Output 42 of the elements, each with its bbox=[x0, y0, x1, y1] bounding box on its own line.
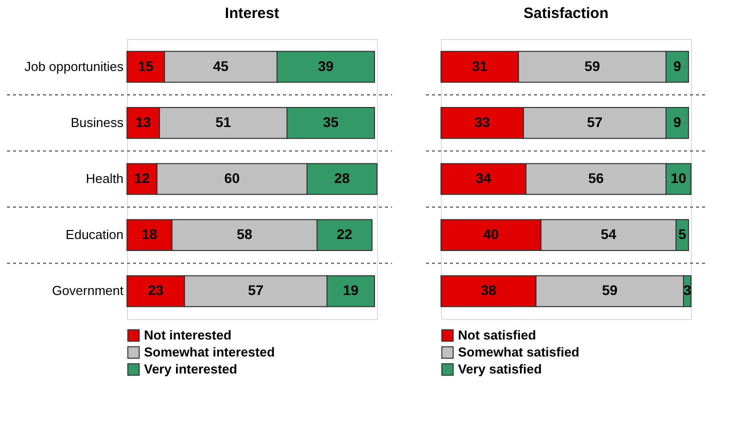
data-label: 28 bbox=[334, 170, 350, 186]
data-label: 5 bbox=[678, 226, 686, 242]
y-tick-label: Government bbox=[52, 283, 124, 298]
data-label: 18 bbox=[142, 226, 158, 242]
data-label: 34 bbox=[476, 170, 492, 186]
data-label: 9 bbox=[673, 58, 682, 74]
legend-label: Somewhat interested bbox=[144, 344, 275, 360]
data-label: 31 bbox=[472, 58, 488, 74]
data-label: 57 bbox=[586, 114, 603, 130]
data-label: 19 bbox=[342, 282, 359, 298]
legend-label: Not satisfied bbox=[458, 328, 536, 342]
y-tick-label: Health bbox=[86, 171, 124, 186]
legend-label: Very interested bbox=[144, 362, 238, 376]
data-label: 10 bbox=[670, 170, 686, 186]
data-label: 33 bbox=[474, 114, 490, 130]
data-label: 22 bbox=[336, 226, 352, 242]
legend-label: Somewhat satisfied bbox=[458, 344, 580, 360]
y-tick-label: Education bbox=[66, 227, 124, 242]
chart-title: Interest bbox=[224, 5, 280, 22]
data-label: 15 bbox=[138, 58, 154, 74]
data-label: 59 bbox=[602, 282, 618, 298]
data-label: 59 bbox=[584, 58, 600, 74]
data-label: 56 bbox=[588, 170, 604, 186]
data-label: 60 bbox=[224, 170, 240, 186]
data-label: 58 bbox=[236, 226, 252, 242]
data-label: 40 bbox=[483, 226, 499, 242]
data-label: 57 bbox=[248, 282, 264, 298]
data-label: 9 bbox=[673, 114, 682, 130]
data-label: 12 bbox=[134, 170, 150, 186]
data-label: 35 bbox=[322, 114, 339, 130]
data-label: 45 bbox=[212, 58, 229, 74]
data-label: 39 bbox=[318, 58, 334, 74]
data-label: 23 bbox=[148, 282, 164, 298]
legend-label: Not interested bbox=[144, 328, 232, 342]
y-tick-label: Job opportunities bbox=[24, 58, 124, 74]
legend-label: Very satisfied bbox=[458, 362, 542, 376]
data-label: 54 bbox=[600, 226, 616, 242]
y-tick-label: Business bbox=[70, 114, 124, 130]
data-label: 13 bbox=[135, 114, 152, 130]
data-label: 38 bbox=[480, 282, 496, 298]
data-label: 51 bbox=[215, 114, 232, 130]
chart-title: Satisfaction bbox=[523, 5, 609, 22]
